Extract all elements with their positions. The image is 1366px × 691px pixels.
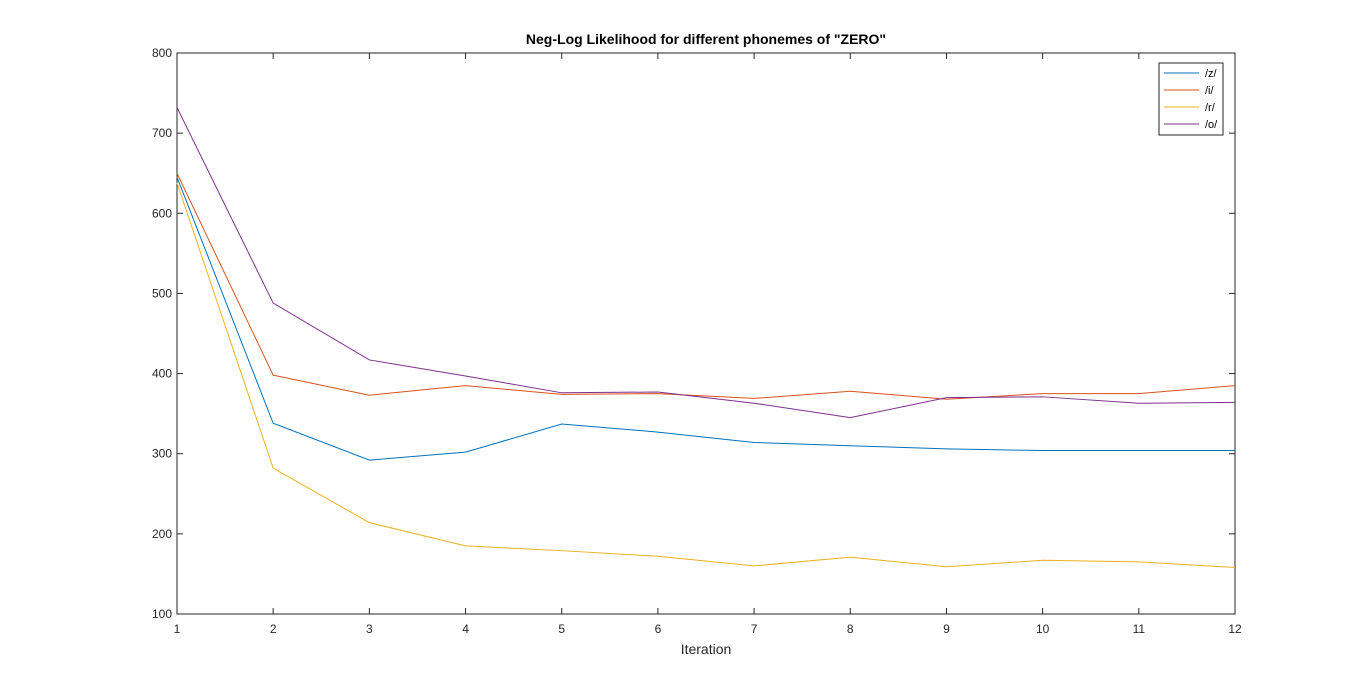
x-axis-label: Iteration: [681, 641, 732, 657]
x-tick-label: 7: [751, 622, 758, 636]
legend-label: /i/: [1205, 85, 1215, 97]
x-tick-label: 1: [174, 622, 181, 636]
x-tick-label: 6: [655, 622, 662, 636]
y-tick-label: 800: [152, 46, 172, 60]
legend-label: /r/: [1205, 102, 1216, 114]
x-tick-label: 11: [1133, 622, 1146, 636]
plot-area: [176, 52, 1236, 615]
series-line-0: [176, 177, 1235, 461]
x-tick-label: 9: [943, 622, 950, 636]
x-tick-label: 5: [558, 622, 565, 636]
legend-label: /o/: [1205, 119, 1218, 131]
series-line-2: [176, 182, 1236, 569]
x-tick-label: 2: [270, 622, 277, 636]
y-tick-label: 500: [152, 286, 172, 300]
series-line-3: [176, 107, 1236, 419]
y-tick-label: 400: [152, 367, 172, 381]
legend-box: [1158, 62, 1224, 136]
y-tick-label: 700: [152, 126, 172, 140]
y-tick-label: 200: [152, 527, 172, 541]
x-tick-label: 4: [462, 622, 469, 636]
y-tick-label: 300: [152, 447, 172, 461]
legend-label: /z/: [1205, 68, 1218, 80]
x-tick-label: 8: [847, 622, 854, 636]
x-tick-label: 10: [1036, 622, 1050, 636]
legend: /z/ /i/ /r/ /o/: [1158, 62, 1224, 136]
series-line-1: [176, 172, 1236, 400]
y-tick-label: 600: [152, 206, 172, 220]
series-lines: [176, 107, 1236, 569]
y-tick-label: 100: [152, 607, 172, 621]
x-tick-label: 3: [366, 622, 373, 636]
chart-title: Neg-Log Likelihood for different phoneme…: [526, 31, 886, 47]
x-tick-label: 12: [1228, 622, 1242, 636]
